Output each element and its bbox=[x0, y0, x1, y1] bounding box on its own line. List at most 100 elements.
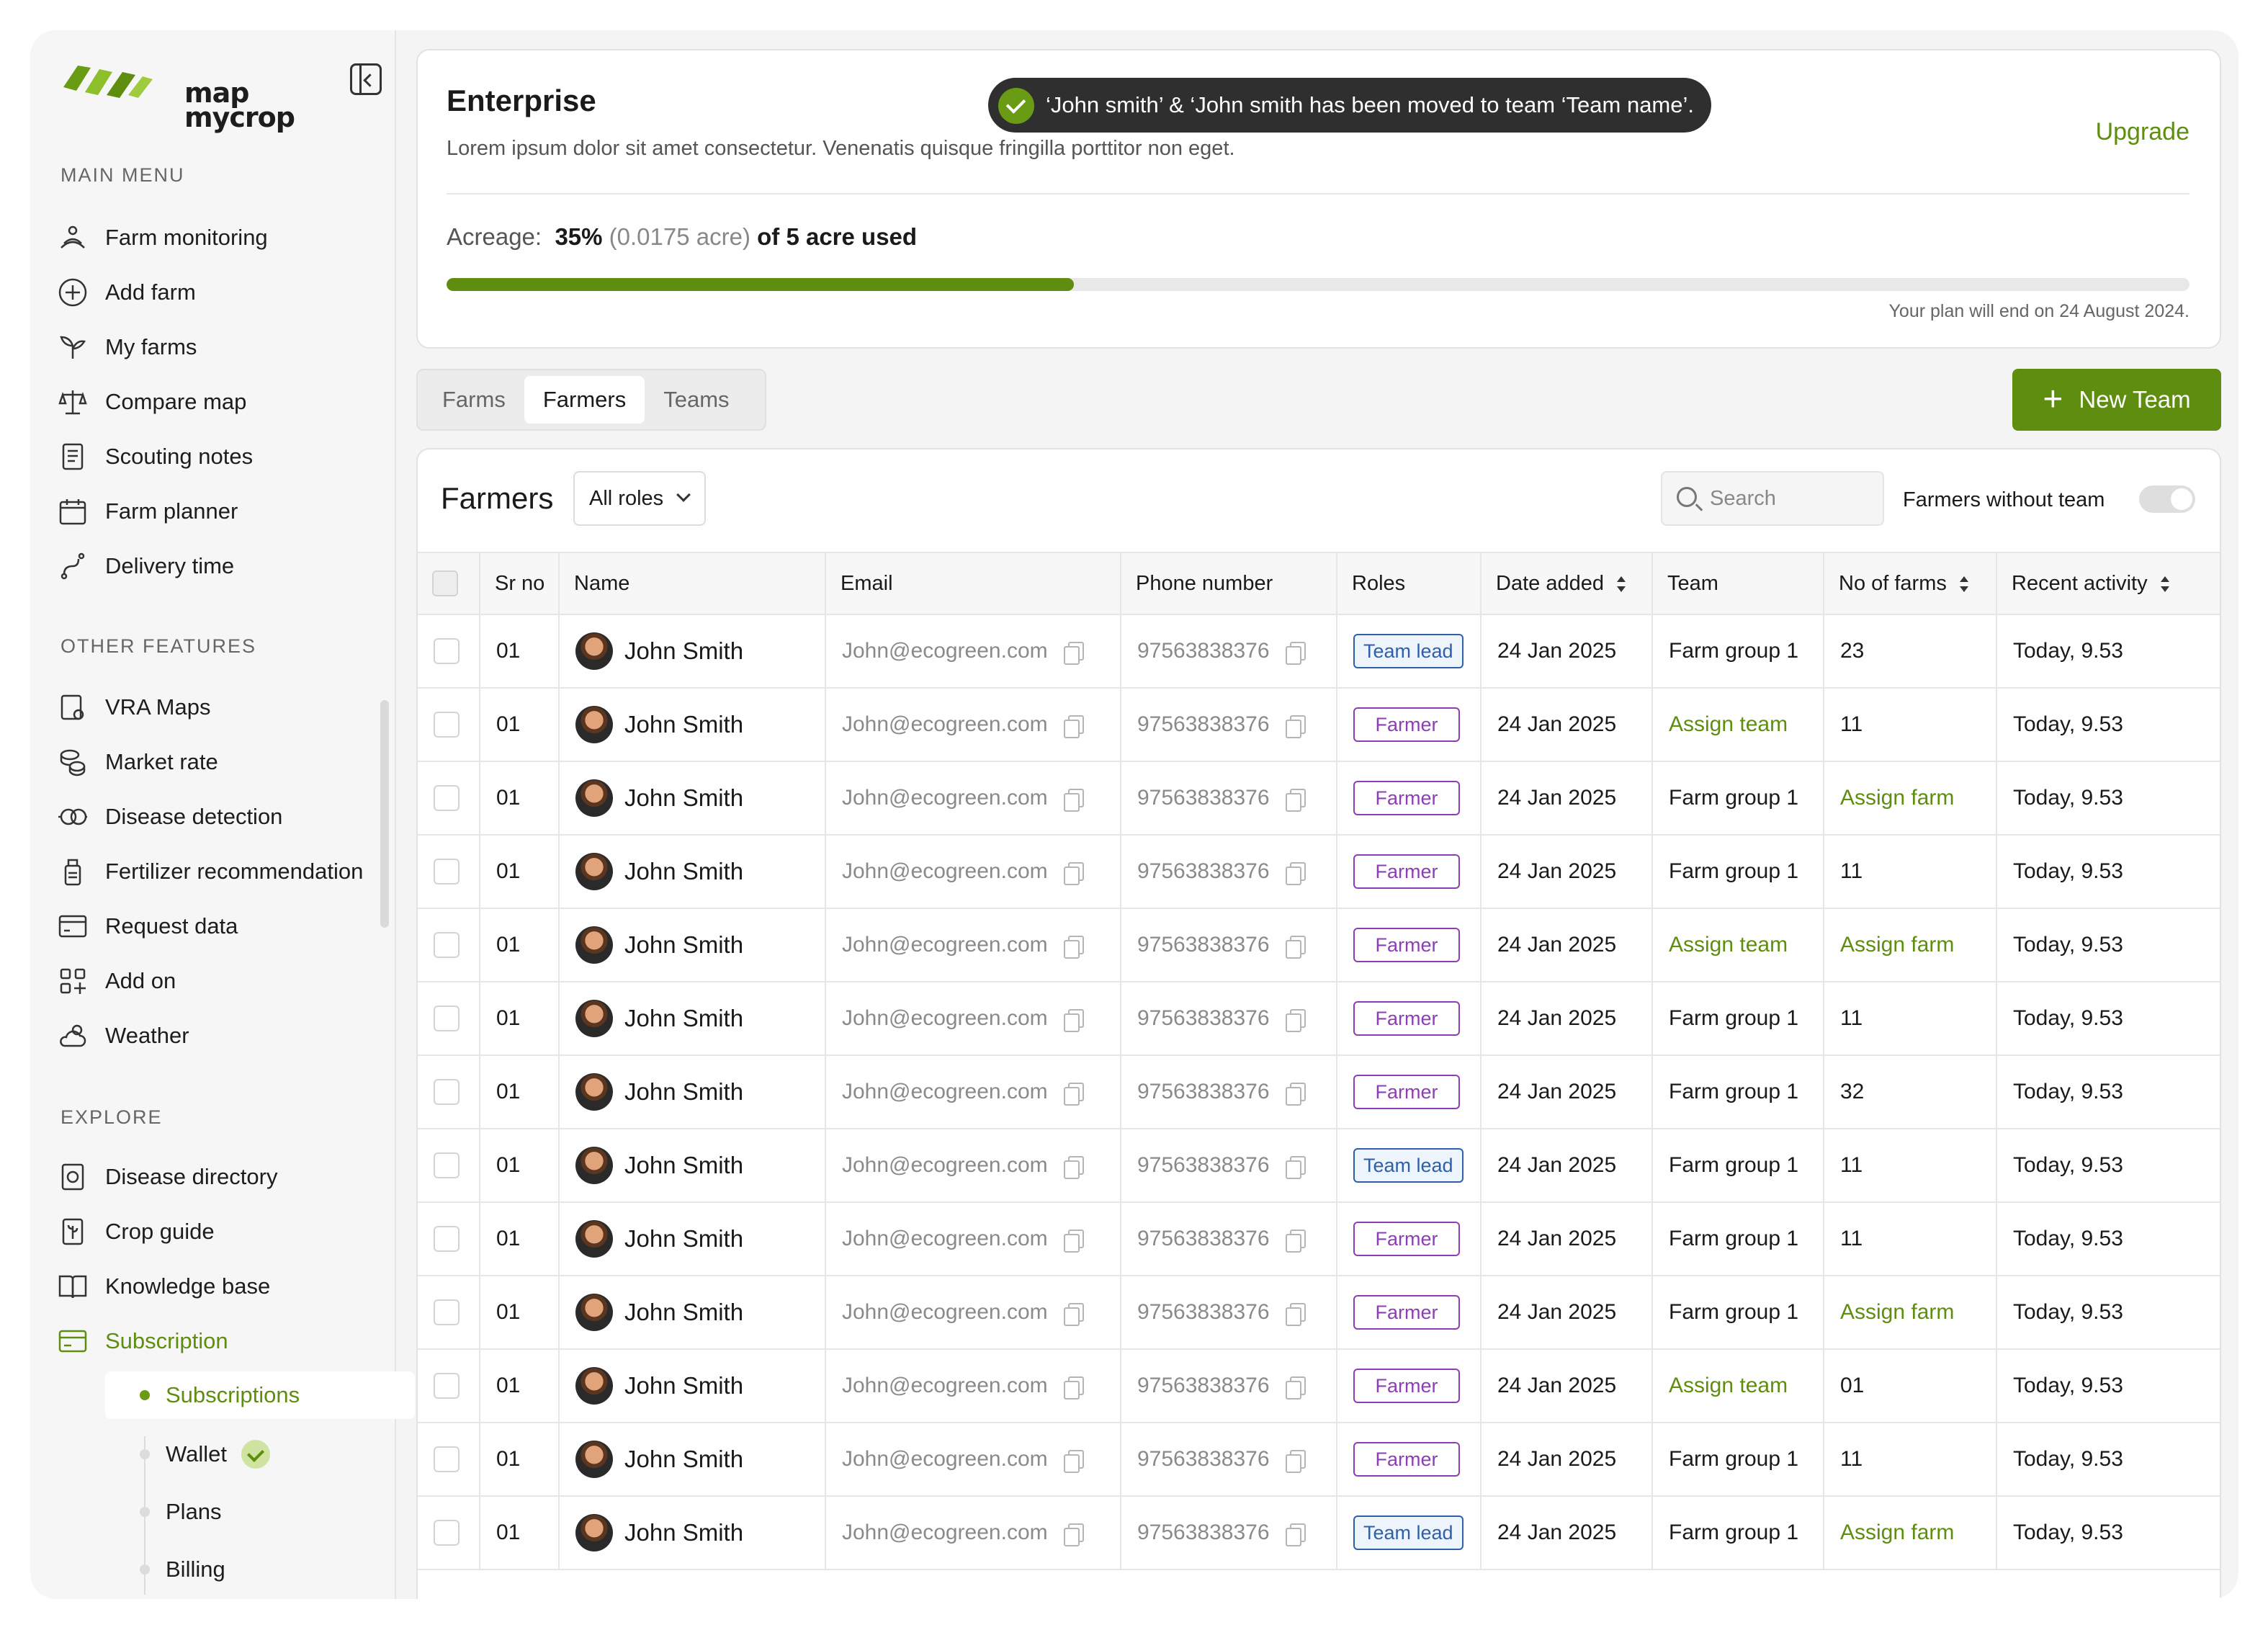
tab-teams[interactable]: Teams bbox=[663, 387, 730, 412]
row-checkbox[interactable] bbox=[434, 1079, 460, 1106]
nav-plans[interactable]: Plans bbox=[108, 1488, 396, 1536]
copy-icon[interactable] bbox=[1063, 862, 1084, 886]
nav-delivery-time[interactable]: Delivery time bbox=[56, 545, 373, 588]
tab-farmers[interactable]: Farmers bbox=[524, 376, 645, 424]
row-checkbox[interactable] bbox=[434, 1152, 460, 1179]
table-row[interactable]: 01 John Smith John@ecogreen.com 97563838376… bbox=[418, 908, 2220, 982]
farmer-name[interactable]: John Smith bbox=[624, 931, 744, 958]
copy-icon[interactable] bbox=[1285, 1083, 1306, 1106]
copy-icon[interactable] bbox=[1285, 1009, 1306, 1033]
copy-icon[interactable] bbox=[1063, 1303, 1084, 1327]
col-no-of-farms[interactable]: No of farms bbox=[1824, 552, 1997, 615]
nav-weather[interactable]: Weather bbox=[56, 1014, 373, 1057]
table-row[interactable]: 01 John Smith John@ecogreen.com 97563838376… bbox=[418, 1202, 2220, 1276]
table-row[interactable]: 01 John Smith John@ecogreen.com 97563838376… bbox=[418, 982, 2220, 1056]
table-row[interactable]: 01 John Smith John@ecogreen.com 97563838376… bbox=[418, 1129, 2220, 1203]
upgrade-link[interactable]: Upgrade bbox=[2095, 118, 2189, 145]
row-checkbox[interactable] bbox=[434, 932, 460, 959]
farmer-name[interactable]: John Smith bbox=[624, 1446, 744, 1472]
farmer-name[interactable]: John Smith bbox=[624, 1225, 744, 1252]
farmer-name[interactable]: John Smith bbox=[624, 1299, 744, 1325]
copy-icon[interactable] bbox=[1063, 642, 1084, 666]
col-recent-activity[interactable]: Recent activity bbox=[1996, 552, 2220, 615]
copy-icon[interactable] bbox=[1285, 1523, 1306, 1547]
table-row[interactable]: 01 John Smith John@ecogreen.com 97563838376… bbox=[418, 1276, 2220, 1350]
copy-icon[interactable] bbox=[1063, 1230, 1084, 1253]
nav-crop-guide[interactable]: Crop guide bbox=[56, 1210, 373, 1253]
role-filter-select[interactable]: All roles bbox=[573, 471, 706, 526]
row-checkbox[interactable] bbox=[434, 1373, 460, 1400]
farms-value[interactable]: Assign farm bbox=[1840, 786, 1955, 810]
copy-icon[interactable] bbox=[1285, 1450, 1306, 1474]
collapse-sidebar-button[interactable] bbox=[350, 63, 382, 95]
copy-icon[interactable] bbox=[1285, 642, 1306, 666]
col-date-added[interactable]: Date added bbox=[1481, 552, 1653, 615]
farmer-name[interactable]: John Smith bbox=[624, 858, 744, 885]
nav-request-data[interactable]: Request data bbox=[56, 905, 373, 948]
sort-icon[interactable] bbox=[2160, 576, 2169, 592]
table-row[interactable]: 01 John Smith John@ecogreen.com 97563838376… bbox=[418, 688, 2220, 762]
copy-icon[interactable] bbox=[1285, 789, 1306, 812]
table-row[interactable]: 01 John Smith John@ecogreen.com 97563838376… bbox=[418, 835, 2220, 909]
copy-icon[interactable] bbox=[1285, 1376, 1306, 1400]
team-value[interactable]: Assign team bbox=[1669, 1374, 1788, 1397]
copy-icon[interactable] bbox=[1063, 1009, 1084, 1033]
new-team-button[interactable]: + New Team bbox=[2012, 369, 2221, 431]
farmer-name[interactable]: John Smith bbox=[624, 784, 744, 811]
nav-my-farms[interactable]: My farms bbox=[56, 326, 373, 369]
nav-farm-monitoring[interactable]: Farm monitoring bbox=[56, 216, 373, 259]
logo[interactable]: map mycrop bbox=[56, 55, 295, 131]
copy-icon[interactable] bbox=[1063, 1376, 1084, 1400]
farmer-name[interactable]: John Smith bbox=[624, 1152, 744, 1178]
copy-icon[interactable] bbox=[1285, 1230, 1306, 1253]
sidebar-scrollbar[interactable] bbox=[380, 700, 389, 928]
tab-farms[interactable]: Farms bbox=[442, 387, 506, 412]
nav-add-farm[interactable]: Add farm bbox=[56, 271, 373, 314]
row-checkbox[interactable] bbox=[434, 1520, 460, 1546]
nav-market-rate[interactable]: Market rate bbox=[56, 740, 373, 784]
nav-vra-maps[interactable]: VRA Maps bbox=[56, 686, 373, 729]
copy-icon[interactable] bbox=[1063, 1156, 1084, 1180]
table-row[interactable]: 01 John Smith John@ecogreen.com 97563838376… bbox=[418, 1423, 2220, 1497]
row-checkbox[interactable] bbox=[434, 1299, 460, 1326]
row-checkbox[interactable] bbox=[434, 785, 460, 812]
select-all-checkbox[interactable] bbox=[432, 570, 458, 596]
farmer-name[interactable]: John Smith bbox=[624, 1372, 744, 1399]
copy-icon[interactable] bbox=[1063, 936, 1084, 959]
nav-subscriptions[interactable]: Subscriptions bbox=[105, 1371, 415, 1419]
nav-billing[interactable]: Billing bbox=[108, 1546, 396, 1593]
sort-icon[interactable] bbox=[1959, 576, 1968, 592]
copy-icon[interactable] bbox=[1063, 789, 1084, 812]
team-value[interactable]: Assign team bbox=[1669, 712, 1788, 736]
row-checkbox[interactable] bbox=[434, 859, 460, 885]
sort-icon[interactable] bbox=[1616, 576, 1626, 592]
farmer-name[interactable]: John Smith bbox=[624, 637, 744, 664]
copy-icon[interactable] bbox=[1285, 862, 1306, 886]
table-row[interactable]: 01 John Smith John@ecogreen.com 97563838376… bbox=[418, 1349, 2220, 1423]
copy-icon[interactable] bbox=[1285, 715, 1306, 739]
search-input[interactable]: Search bbox=[1661, 471, 1884, 526]
farmer-name[interactable]: John Smith bbox=[624, 1078, 744, 1105]
table-row[interactable]: 01 John Smith John@ecogreen.com 97563838376… bbox=[418, 761, 2220, 836]
farmer-name[interactable]: John Smith bbox=[624, 1005, 744, 1031]
nav-disease-directory[interactable]: Disease directory bbox=[56, 1155, 373, 1199]
nav-disease-detection[interactable]: Disease detection bbox=[56, 795, 373, 838]
row-checkbox[interactable] bbox=[434, 1446, 460, 1473]
nav-add-on[interactable]: Add on bbox=[56, 959, 373, 1003]
nav-farm-planner[interactable]: Farm planner bbox=[56, 490, 373, 533]
row-checkbox[interactable] bbox=[434, 1226, 460, 1253]
farms-value[interactable]: Assign farm bbox=[1840, 1521, 1955, 1544]
team-value[interactable]: Assign team bbox=[1669, 933, 1788, 957]
farmers-without-team-toggle[interactable] bbox=[2139, 485, 2195, 513]
copy-icon[interactable] bbox=[1285, 1156, 1306, 1180]
nav-fertilizer-recommendation[interactable]: Fertilizer recommendation bbox=[56, 850, 373, 893]
copy-icon[interactable] bbox=[1285, 1303, 1306, 1327]
copy-icon[interactable] bbox=[1063, 1083, 1084, 1106]
copy-icon[interactable] bbox=[1063, 715, 1084, 739]
copy-icon[interactable] bbox=[1063, 1450, 1084, 1474]
copy-icon[interactable] bbox=[1063, 1523, 1084, 1547]
nav-scouting-notes[interactable]: Scouting notes bbox=[56, 435, 373, 478]
farms-value[interactable]: Assign farm bbox=[1840, 933, 1955, 957]
nav-wallet[interactable]: Wallet bbox=[108, 1430, 396, 1478]
table-row[interactable]: 01 John Smith John@ecogreen.com 97563838376… bbox=[418, 1496, 2220, 1570]
